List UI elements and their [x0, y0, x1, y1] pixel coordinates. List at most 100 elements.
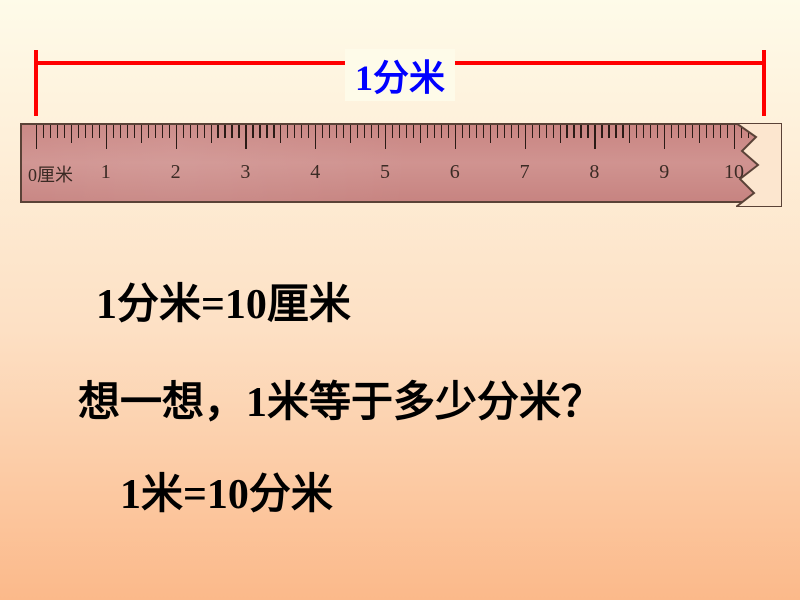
ruler-tick [532, 125, 533, 138]
ruler-tick [134, 125, 135, 138]
ruler-tick [406, 125, 407, 138]
ruler-tick [629, 125, 630, 143]
ruler-number: 5 [380, 161, 390, 184]
ruler-tick [231, 125, 232, 138]
ruler-tick [350, 125, 351, 143]
ruler-tick [699, 125, 700, 143]
ruler-tick [183, 125, 184, 138]
ruler-tick [43, 125, 44, 138]
ruler-tick [573, 125, 574, 138]
question-text: 想一想，1米等于多少分米？ [78, 368, 603, 429]
ruler-tick [511, 125, 512, 138]
ruler-tick [720, 125, 721, 138]
ruler-tick [57, 125, 58, 138]
ruler-tick [657, 125, 658, 138]
ruler-tick [176, 125, 177, 149]
ruler-tick [664, 125, 665, 149]
ruler-tick [580, 125, 581, 138]
ruler-tick [469, 125, 470, 138]
ruler-tick [525, 125, 526, 149]
ruler-tick [483, 125, 484, 138]
ruler-tick [252, 125, 253, 138]
equation-dm-cm: 1分米=10厘米 [96, 270, 351, 331]
ruler-tick [308, 125, 309, 138]
ruler-tick [615, 125, 616, 138]
ruler-tick [99, 125, 100, 138]
ruler-number: 7 [520, 161, 530, 184]
ruler-number: 8 [589, 161, 599, 184]
ruler-tick [197, 125, 198, 138]
ruler-tick [678, 125, 679, 138]
ruler-tick [127, 125, 128, 138]
ruler-tick [392, 125, 393, 138]
ruler-tick [50, 125, 51, 138]
ruler-tick [462, 125, 463, 138]
ruler-tick [650, 125, 651, 138]
ruler-tick [322, 125, 323, 138]
ruler-tick [441, 125, 442, 138]
ruler-number: 3 [240, 161, 250, 184]
ruler-tick [92, 125, 93, 138]
ruler-tick [211, 125, 212, 143]
ruler-tick [427, 125, 428, 138]
ruler-tick [266, 125, 267, 138]
bracket-label: 1分米 [345, 49, 455, 101]
ruler-tick [448, 125, 449, 138]
ruler-number: 1 [101, 161, 111, 184]
ruler-tick [413, 125, 414, 138]
ruler: 0厘米 12345678910 [20, 123, 780, 203]
ruler-tick [385, 125, 386, 149]
ruler-tick [204, 125, 205, 138]
ruler-number: 9 [659, 161, 669, 184]
ruler-tick [364, 125, 365, 138]
ruler-tick [294, 125, 295, 138]
ruler-tick [692, 125, 693, 138]
ruler-tick [622, 125, 623, 138]
ruler-tick [329, 125, 330, 138]
ruler-tick [434, 125, 435, 138]
ruler-tick [85, 125, 86, 138]
ruler-tick [36, 125, 37, 149]
ruler-tick [706, 125, 707, 138]
ruler-tick [162, 125, 163, 138]
ruler-tick [155, 125, 156, 138]
ruler-tick [190, 125, 191, 138]
ruler-tick [217, 125, 218, 138]
ruler-tick [601, 125, 602, 138]
ruler-tick [727, 125, 728, 138]
ruler-tick [490, 125, 491, 143]
ruler-tick [476, 125, 477, 138]
ruler-tick [315, 125, 316, 149]
ruler-ticks [36, 125, 734, 159]
ruler-tick [378, 125, 379, 138]
ruler-tick [546, 125, 547, 138]
ruler-torn-edge [736, 123, 780, 203]
ruler-tick [587, 125, 588, 138]
ruler-tick [113, 125, 114, 138]
bracket-left-cap [34, 50, 38, 116]
bracket-right-cap [762, 50, 766, 116]
ruler-number: 6 [450, 161, 460, 184]
ruler-tick [336, 125, 337, 138]
ruler-tick [636, 125, 637, 138]
ruler-tick [643, 125, 644, 138]
ruler-zero-label: 0厘米 [28, 161, 73, 187]
ruler-tick [518, 125, 519, 138]
ruler-tick [608, 125, 609, 138]
ruler-tick [169, 125, 170, 138]
measurement-bracket: 1分米 [34, 50, 766, 100]
ruler-tick [273, 125, 274, 138]
ruler-tick [245, 125, 246, 149]
ruler-tick [560, 125, 561, 143]
ruler-tick [455, 125, 456, 149]
ruler-tick [420, 125, 421, 143]
ruler-tick [120, 125, 121, 138]
ruler-tick [504, 125, 505, 138]
ruler-tick [280, 125, 281, 143]
ruler-tick [553, 125, 554, 138]
ruler-tick [64, 125, 65, 138]
ruler-tick [343, 125, 344, 138]
ruler-tick [539, 125, 540, 138]
ruler-number: 2 [171, 161, 181, 184]
ruler-tick [371, 125, 372, 138]
